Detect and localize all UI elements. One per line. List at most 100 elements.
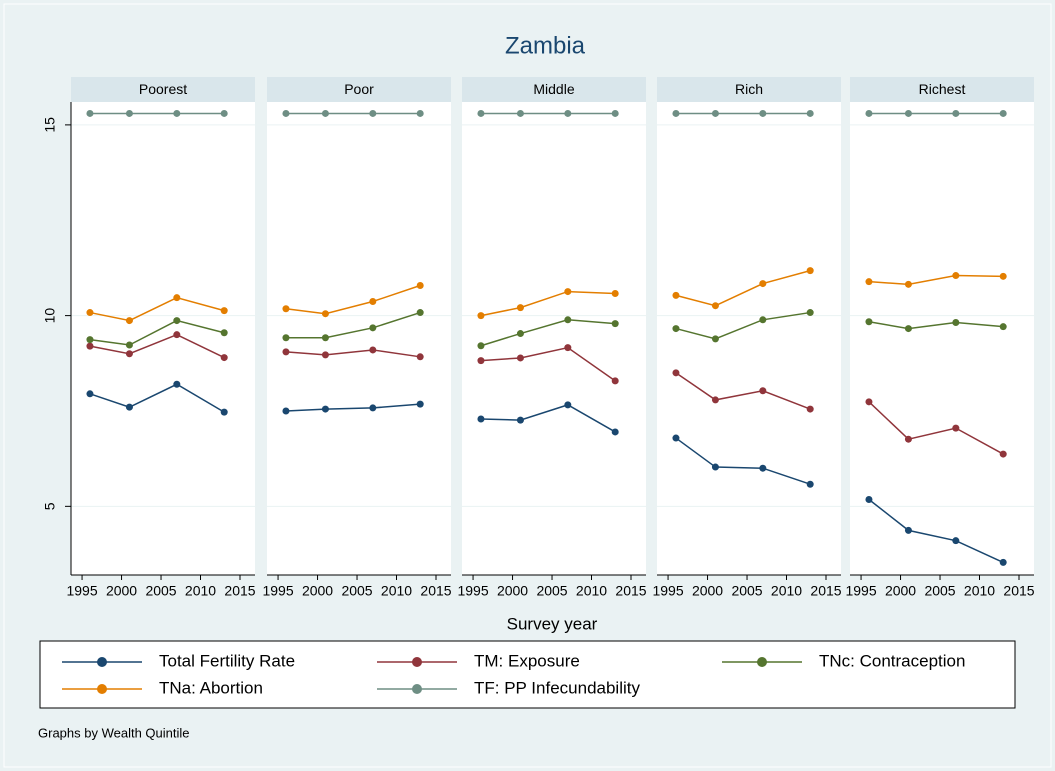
point (321, 351, 329, 359)
x-tick-label: 2015 (1003, 583, 1034, 599)
point (416, 281, 424, 289)
point (282, 305, 290, 313)
series-line (285, 284, 421, 315)
x-tick-label: 2015 (224, 583, 255, 599)
series-line (480, 319, 616, 347)
point (711, 302, 719, 310)
y-tick-label: 10 (42, 308, 58, 324)
point (806, 267, 814, 275)
point (173, 331, 181, 339)
facet-strip (71, 77, 255, 102)
series-line (868, 401, 1004, 455)
plot-area (850, 102, 1034, 575)
point (904, 526, 912, 534)
point (865, 398, 873, 406)
point (416, 400, 424, 408)
series-line (480, 346, 616, 382)
point (516, 304, 524, 312)
point (125, 109, 133, 117)
note: Graphs by Wealth Quintile (38, 725, 190, 740)
point (86, 109, 94, 117)
point (477, 357, 485, 365)
point (220, 354, 228, 362)
series-line (868, 274, 1004, 286)
point (416, 109, 424, 117)
point (125, 350, 133, 358)
y-tick-label: 15 (42, 117, 58, 133)
facet-title: Poorest (139, 81, 187, 97)
point (904, 280, 912, 288)
chart-title: Zambia (505, 32, 586, 59)
point (173, 109, 181, 117)
point (672, 325, 680, 333)
series-line (89, 319, 225, 346)
facet-strip (267, 77, 451, 102)
point (516, 109, 524, 117)
point (611, 428, 619, 436)
x-tick-label: 2000 (302, 583, 333, 599)
legend-marker (97, 684, 107, 694)
point (564, 344, 572, 352)
point (516, 354, 524, 362)
facet-title: Rich (735, 81, 763, 97)
point (282, 348, 290, 356)
x-tick-label: 2005 (536, 583, 567, 599)
point (125, 341, 133, 349)
point (711, 396, 719, 404)
series-line (89, 383, 225, 413)
point (477, 415, 485, 423)
point (904, 325, 912, 333)
x-tick-label: 1995 (262, 583, 293, 599)
facet-title: Richest (919, 81, 966, 97)
point (711, 335, 719, 343)
x-tick-label: 2000 (692, 583, 723, 599)
point (611, 320, 619, 328)
point (952, 109, 960, 117)
point (611, 109, 619, 117)
x-tick-label: 2005 (145, 583, 176, 599)
series-line (89, 333, 225, 359)
point (220, 329, 228, 337)
point (86, 309, 94, 317)
legend-label: TF: PP Infecundability (474, 678, 640, 697)
point (952, 318, 960, 326)
point (516, 330, 524, 338)
legend (39, 640, 1016, 709)
point (416, 309, 424, 317)
point (999, 109, 1007, 117)
x-tick-label: 2005 (731, 583, 762, 599)
x-tick-label: 1995 (652, 583, 683, 599)
point (759, 464, 767, 472)
series-line (868, 320, 1004, 330)
facet-strip (657, 77, 841, 102)
point (952, 272, 960, 280)
x-tick-label: 2010 (771, 583, 802, 599)
point (220, 307, 228, 315)
plot-area (462, 102, 646, 575)
legend-marker (412, 657, 422, 667)
point (711, 109, 719, 117)
legend-marker (412, 684, 422, 694)
point (369, 324, 377, 332)
point (321, 405, 329, 413)
legend-label: TM: Exposure (474, 651, 580, 670)
point (904, 109, 912, 117)
series-line (675, 437, 811, 485)
point (86, 342, 94, 350)
facet-title: Middle (533, 81, 574, 97)
x-tick-label: 2010 (185, 583, 216, 599)
point (999, 450, 1007, 458)
series-line (480, 290, 616, 317)
point (416, 353, 424, 361)
point (220, 109, 228, 117)
point (672, 434, 680, 442)
point (759, 280, 767, 288)
x-tick-label: 2015 (810, 583, 841, 599)
point (369, 404, 377, 412)
point (672, 291, 680, 299)
series-line (675, 372, 811, 410)
series-line (89, 296, 225, 322)
plot-area (71, 102, 255, 575)
